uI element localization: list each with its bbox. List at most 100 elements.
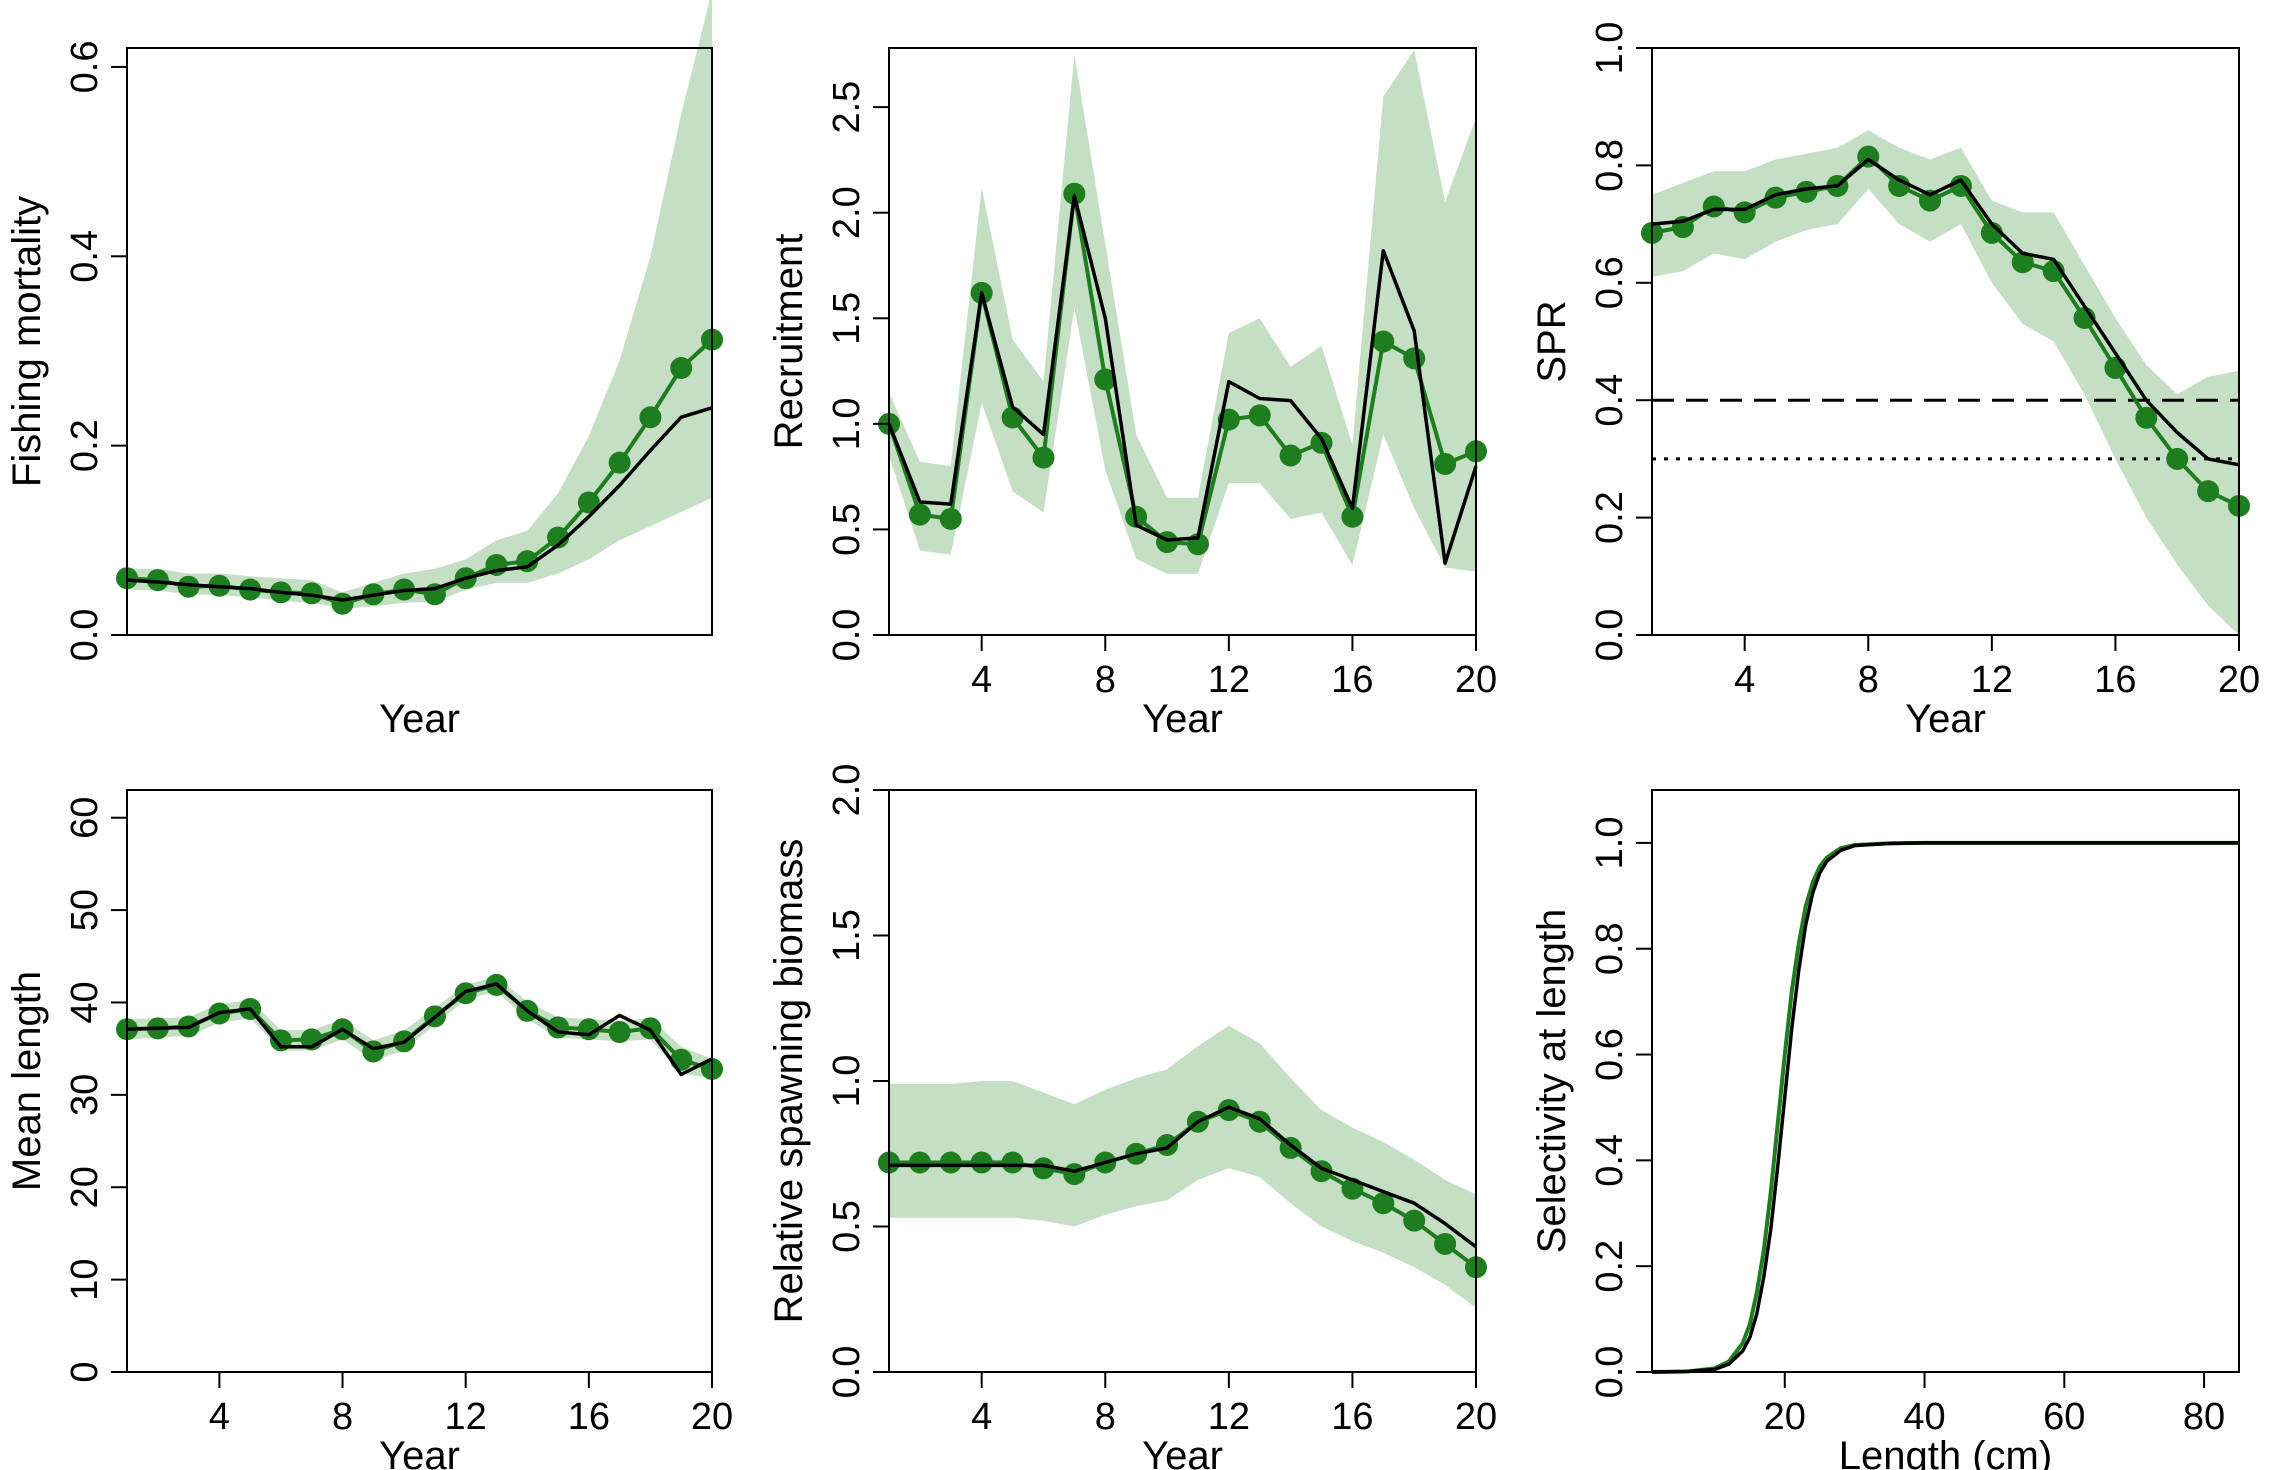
estimate-point <box>1795 180 1818 203</box>
x-tick-label: 16 <box>2094 659 2136 701</box>
estimate-point <box>608 451 631 474</box>
y-tick-label: 0.6 <box>1589 1028 1631 1081</box>
x-tick-label: 8 <box>1095 659 1116 701</box>
x-tick-label: 20 <box>1455 659 1497 701</box>
estimate-point <box>2011 251 2034 274</box>
estimate-point <box>1248 404 1271 427</box>
estimate-point <box>1063 182 1086 205</box>
y-axis-label: Relative spawning biomass <box>767 839 811 1324</box>
y-tick-label: 40 <box>64 981 106 1023</box>
y-axis-label: Selectivity at length <box>1530 909 1574 1254</box>
y-tick-label: 2.0 <box>826 764 868 817</box>
estimate-point <box>1403 1209 1426 1232</box>
estimate-point <box>547 526 570 549</box>
panel-mean-length: 4 8 12 16 20 0 10 20 30 40 50 60 Year Mean length <box>5 789 733 1470</box>
estimate-point <box>300 582 323 605</box>
x-tick-label: 40 <box>1903 1396 1945 1438</box>
y-tick-label: 10 <box>64 1258 106 1300</box>
confidence-band <box>127 0 712 609</box>
truth-line <box>126 982 713 1077</box>
y-tick-label: 0.2 <box>1589 1240 1631 1293</box>
x-axis-label: Length (cm) <box>1839 1434 2052 1470</box>
estimate-point <box>1434 1232 1457 1255</box>
y-tick-label: 0.0 <box>64 609 106 662</box>
y-tick-label: 1.5 <box>826 292 868 345</box>
y-tick-label: 2.0 <box>826 186 868 239</box>
panel-fishing-mortality: 0.0 0.2 0.4 0.6 Year Fishing mortality <box>5 0 723 741</box>
panel-recruitment: 4 8 12 16 20 0.0 0.5 1.0 1.5 2.0 2.5 Year Recruitmen… <box>767 47 1497 741</box>
estimate-point <box>939 507 962 530</box>
y-tick-label: 0.8 <box>1589 922 1631 975</box>
x-axis-label: Year <box>379 697 460 741</box>
y-tick-label: 1.0 <box>826 1055 868 1108</box>
y-tick-label: 1.0 <box>1589 22 1631 75</box>
x-tick-label: 4 <box>971 659 992 701</box>
estimate-point <box>2197 480 2220 503</box>
x-tick-label: 12 <box>1208 659 1250 701</box>
estimate-point <box>670 1048 693 1071</box>
estimate-point <box>146 569 169 592</box>
y-tick-label: 0.0 <box>1589 609 1631 662</box>
estimate-point <box>1001 1151 1024 1174</box>
estimate-point <box>1094 368 1117 391</box>
plot-frame <box>1651 789 2240 1373</box>
x-axis-label: Year <box>1905 697 1986 741</box>
y-tick-label: 0.4 <box>1589 1134 1631 1187</box>
panel-selectivity: 20 40 60 80 0.0 0.2 0.4 0.6 0.8 1.0 Length (cm) Sel… <box>1530 789 2240 1470</box>
truth-line <box>1651 157 2240 467</box>
estimate-point <box>1248 1110 1271 1133</box>
plot-frame <box>126 47 713 636</box>
truth-line <box>887 194 1478 565</box>
estimate-point <box>1341 505 1364 528</box>
y-tick-label: 20 <box>64 1166 106 1208</box>
y-tick-label: 0 <box>64 1361 106 1382</box>
x-tick-label: 20 <box>1455 1396 1497 1438</box>
x-tick-label: 16 <box>568 1396 610 1438</box>
y-tick-label: 0.5 <box>826 1200 868 1253</box>
x-axis-label: Year <box>379 1434 460 1470</box>
y-axis-label: Fishing mortality <box>5 196 49 487</box>
y-tick-label: 0.5 <box>826 503 868 556</box>
y-axis-label: SPR <box>1530 300 1574 382</box>
estimate-point <box>1001 406 1024 429</box>
estimate-point <box>2135 406 2158 429</box>
confidence-band <box>1652 130 2239 635</box>
panel-spr: 4 8 12 16 20 0.0 0.2 0.4 0.6 0.8 1.0 Year SPR <box>1530 22 2260 741</box>
estimate-point <box>1063 1163 1086 1186</box>
y-tick-label: 0.6 <box>1589 256 1631 309</box>
estimate-point <box>177 575 200 598</box>
estimate-point <box>908 503 931 526</box>
estimate-point <box>1372 330 1395 353</box>
y-tick-label: 0.2 <box>1589 491 1631 544</box>
confidence-band <box>889 50 1476 574</box>
x-tick-label: 16 <box>1331 659 1373 701</box>
estimate-point <box>1032 446 1055 469</box>
x-tick-label: 16 <box>1331 1396 1373 1438</box>
x-tick-label: 4 <box>209 1396 230 1438</box>
y-tick-label: 0.6 <box>64 41 106 94</box>
y-tick-label: 0.4 <box>64 230 106 283</box>
estimate-point <box>577 491 600 514</box>
y-tick-label: 0.8 <box>1589 139 1631 192</box>
estimate-point <box>1434 452 1457 475</box>
estimate-point <box>2166 447 2189 470</box>
y-tick-label: 60 <box>64 797 106 839</box>
y-axis-label: Mean length <box>5 971 49 1191</box>
estimate-point <box>908 1151 931 1174</box>
x-tick-label: 12 <box>1208 1396 1250 1438</box>
estimate-point <box>670 357 693 380</box>
y-axis-label: Recruitment <box>767 234 811 450</box>
y-tick-label: 50 <box>64 889 106 931</box>
estimate-point <box>608 1021 631 1044</box>
estimate-point <box>970 1151 993 1174</box>
plot-frame <box>1651 47 2240 636</box>
x-tick-label: 8 <box>332 1396 353 1438</box>
y-tick-label: 1.0 <box>826 397 868 450</box>
truth-line <box>1651 841 2239 1374</box>
y-tick-label: 0.4 <box>1589 374 1631 427</box>
estimate-point <box>331 592 354 615</box>
x-tick-label: 12 <box>1971 659 2013 701</box>
truth-line <box>889 1105 1478 1249</box>
estimate-point <box>1279 444 1302 467</box>
